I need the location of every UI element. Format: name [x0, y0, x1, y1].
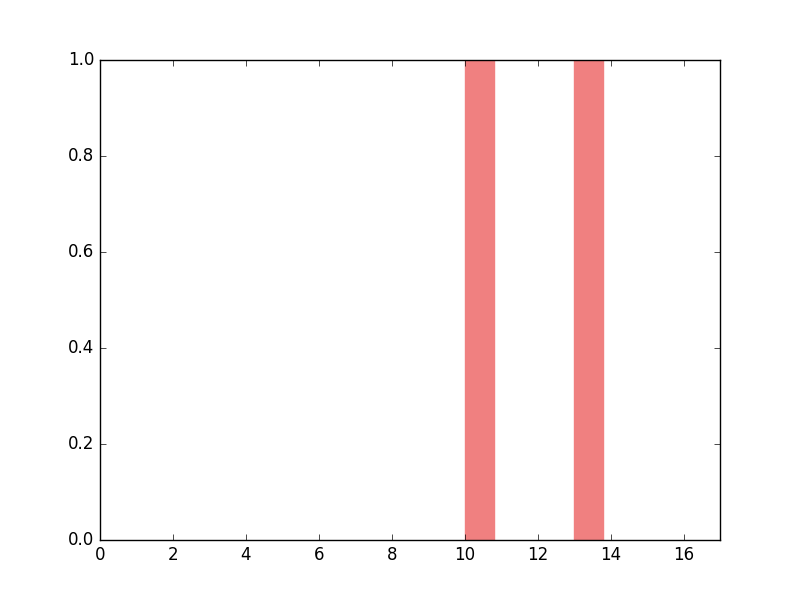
- Bar: [574, 60, 603, 540]
- Bar: [465, 60, 494, 540]
